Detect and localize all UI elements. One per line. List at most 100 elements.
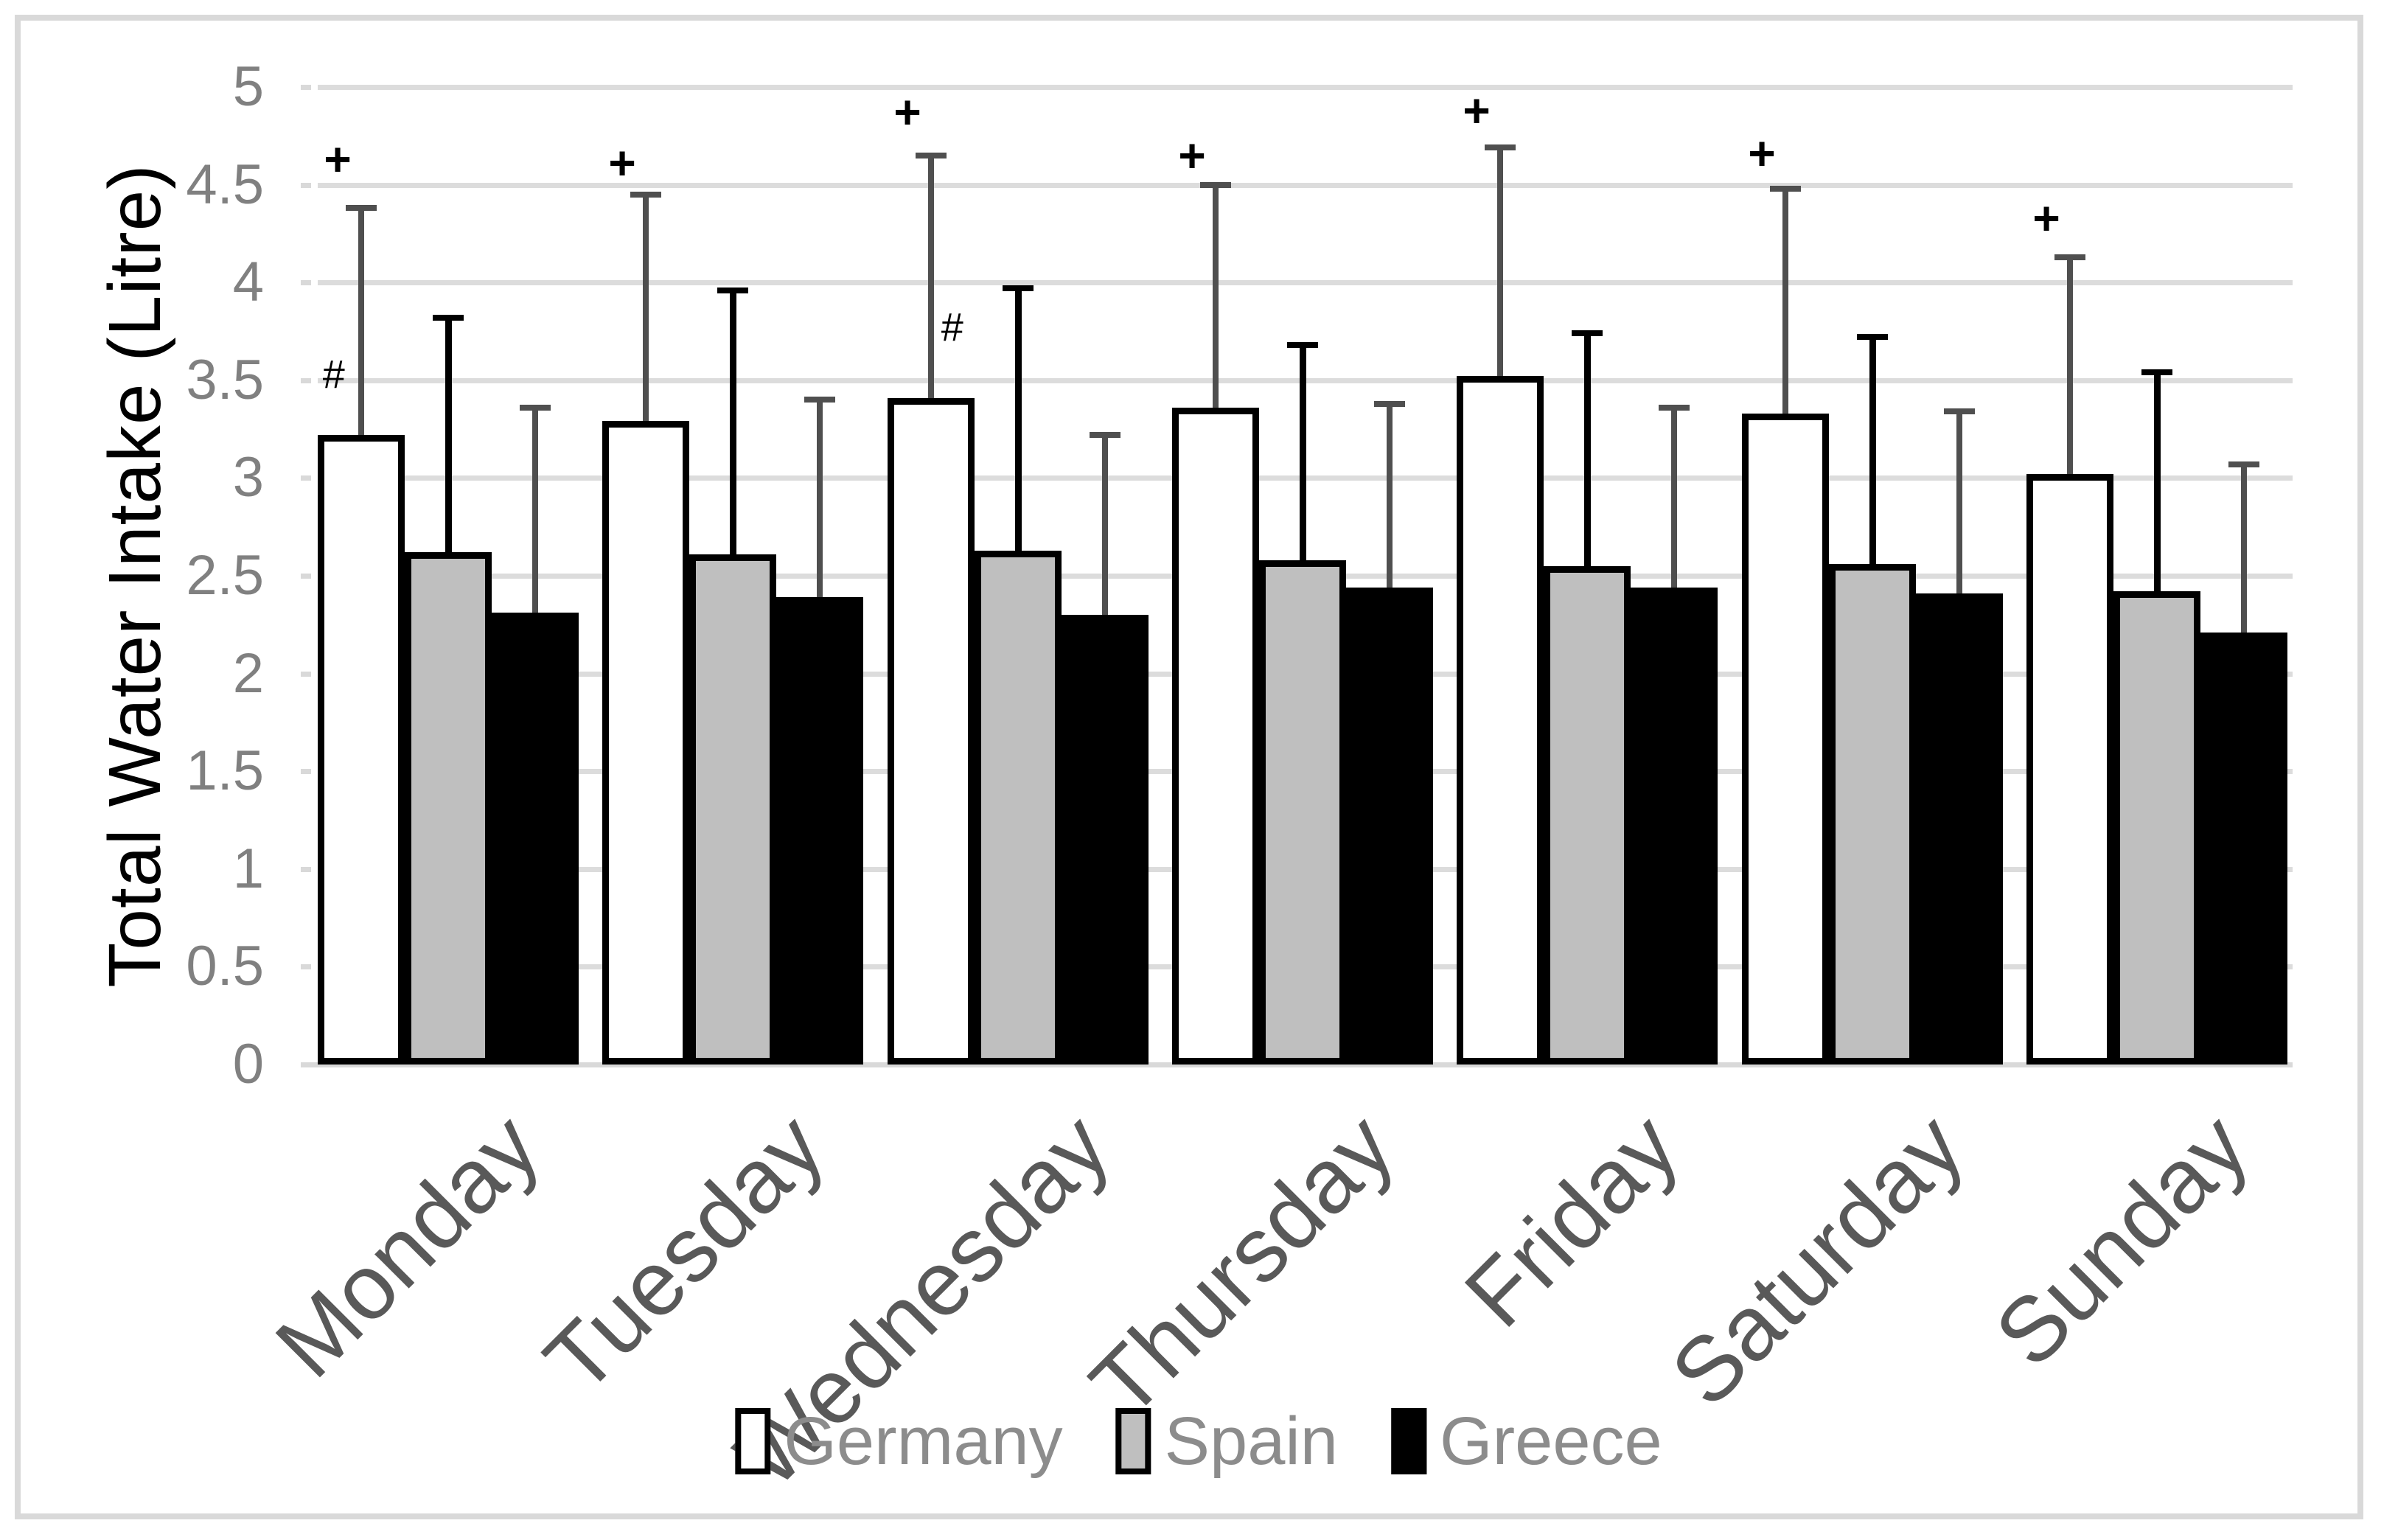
plus-annotation-saturday: +	[1748, 127, 1776, 180]
bar-germany-tuesday	[602, 421, 689, 1065]
bar-germany-friday	[1457, 376, 1544, 1065]
legend: Germany Spain Greece	[735, 1404, 1662, 1478]
bar-greece-sunday	[2200, 633, 2287, 1065]
legend-swatch-germany	[735, 1408, 771, 1474]
plus-annotation-thursday: +	[1178, 129, 1206, 182]
bar-spain-friday	[1544, 566, 1631, 1065]
error-bar-cap-germany-saturday	[1770, 186, 1801, 192]
error-bar-stem-spain-thursday	[1300, 345, 1306, 560]
chart-frame-border	[15, 15, 2363, 1519]
bar-greece-monday	[492, 613, 579, 1065]
bar-spain-sunday	[2113, 591, 2200, 1065]
y-axis-tick-mark-4.5	[301, 182, 311, 188]
legend-item-greece: Greece	[1390, 1404, 1662, 1479]
error-bar-cap-germany-wednesday	[916, 153, 947, 158]
error-bar-stem-germany-monday	[358, 208, 364, 435]
error-bar-stem-spain-monday	[445, 318, 452, 552]
y-axis-tick-mark-0.5	[301, 964, 311, 970]
error-bar-cap-spain-wednesday	[1003, 285, 1034, 291]
bar-germany-monday	[318, 435, 405, 1065]
error-bar-stem-germany-thursday	[1213, 185, 1219, 408]
y-axis-tick-mark-2.5	[301, 574, 311, 579]
error-bar-cap-germany-friday	[1485, 144, 1516, 150]
y-tick-label-4: 4	[232, 251, 264, 314]
error-bar-cap-spain-sunday	[2141, 369, 2172, 375]
error-bar-cap-greece-friday	[1659, 405, 1690, 411]
bar-spain-wednesday	[975, 551, 1062, 1065]
legend-label-greece: Greece	[1439, 1404, 1662, 1479]
bar-spain-saturday	[1829, 564, 1916, 1065]
error-bar-cap-spain-monday	[433, 315, 464, 321]
error-bar-stem-greece-thursday	[1387, 404, 1393, 588]
error-bar-stem-germany-wednesday	[928, 156, 934, 398]
error-bar-cap-germany-thursday	[1200, 182, 1231, 188]
error-bar-stem-spain-saturday	[1869, 337, 1876, 564]
error-bar-stem-spain-sunday	[2154, 372, 2161, 591]
bar-greece-friday	[1631, 588, 1718, 1065]
bar-greece-saturday	[1916, 593, 2003, 1065]
y-tick-label-1.5: 1.5	[186, 739, 264, 803]
error-bar-stem-greece-saturday	[1956, 411, 1962, 593]
error-bar-cap-spain-saturday	[1857, 334, 1888, 340]
hash-annotation-monday: #	[321, 352, 345, 397]
error-bar-stem-germany-sunday	[2067, 257, 2073, 474]
y-axis-tick-mark-4	[301, 280, 311, 286]
y-axis-tick-mark-3	[301, 475, 311, 481]
error-bar-stem-spain-wednesday	[1015, 288, 1022, 551]
hash-annotation-wednesday: #	[940, 305, 963, 349]
plus-annotation-tuesday: +	[608, 136, 636, 189]
y-tick-label-0: 0	[232, 1033, 264, 1095]
bar-germany-saturday	[1742, 414, 1829, 1065]
plus-annotation-monday: +	[324, 133, 352, 186]
y-tick-label-3: 3	[232, 446, 264, 509]
error-bar-stem-spain-friday	[1584, 333, 1591, 566]
bar-greece-thursday	[1346, 588, 1433, 1065]
error-bar-cap-germany-monday	[346, 205, 377, 211]
y-tick-label-0.5: 0.5	[186, 935, 264, 998]
error-bar-cap-greece-thursday	[1374, 401, 1405, 407]
y-tick-label-5: 5	[232, 55, 264, 118]
bar-spain-thursday	[1259, 560, 1346, 1065]
error-bar-cap-spain-friday	[1572, 330, 1603, 336]
error-bar-stem-greece-friday	[1671, 408, 1677, 588]
gridline-4	[318, 280, 2293, 286]
bar-germany-wednesday	[888, 398, 975, 1065]
y-tick-label-4.5: 4.5	[186, 153, 264, 216]
y-axis-tick-mark-1.5	[301, 769, 311, 775]
bar-germany-thursday	[1172, 408, 1259, 1065]
error-bar-cap-spain-thursday	[1287, 342, 1318, 348]
error-bar-cap-greece-monday	[520, 405, 551, 411]
bar-greece-wednesday	[1062, 615, 1149, 1065]
legend-swatch-greece	[1390, 1408, 1426, 1474]
bar-spain-monday	[405, 552, 492, 1065]
error-bar-stem-germany-friday	[1497, 147, 1503, 376]
gridline-5	[318, 85, 2293, 90]
x-axis-baseline	[310, 1062, 2293, 1067]
y-tick-label-2.5: 2.5	[186, 544, 264, 607]
error-bar-stem-spain-tuesday	[730, 290, 736, 554]
y-tick-label-3.5: 3.5	[186, 348, 264, 411]
plus-annotation-wednesday: +	[893, 86, 921, 139]
legend-item-spain: Spain	[1115, 1404, 1338, 1479]
error-bar-cap-germany-tuesday	[630, 192, 661, 198]
error-bar-stem-germany-saturday	[1782, 189, 1788, 414]
error-bar-cap-greece-sunday	[2228, 461, 2259, 467]
error-bar-stem-greece-tuesday	[817, 400, 823, 597]
error-bar-stem-germany-tuesday	[643, 195, 649, 421]
plus-annotation-sunday: +	[2032, 192, 2060, 245]
error-bar-cap-germany-sunday	[2054, 254, 2085, 260]
error-bar-cap-greece-tuesday	[804, 397, 835, 403]
y-axis-tick-mark-3.5	[301, 377, 311, 383]
bar-germany-sunday	[2026, 474, 2113, 1065]
y-axis-tick-mark-0	[301, 1062, 311, 1067]
bar-greece-tuesday	[776, 597, 863, 1065]
legend-label-spain: Spain	[1164, 1404, 1338, 1479]
bar-spain-tuesday	[689, 554, 776, 1065]
legend-item-germany: Germany	[735, 1404, 1063, 1478]
y-tick-label-1: 1	[232, 837, 264, 900]
y-axis-tick-mark-2	[301, 671, 311, 677]
error-bar-stem-greece-monday	[532, 408, 538, 613]
y-axis-tick-mark-5	[301, 85, 311, 90]
y-axis-tick-mark-1	[301, 866, 311, 872]
